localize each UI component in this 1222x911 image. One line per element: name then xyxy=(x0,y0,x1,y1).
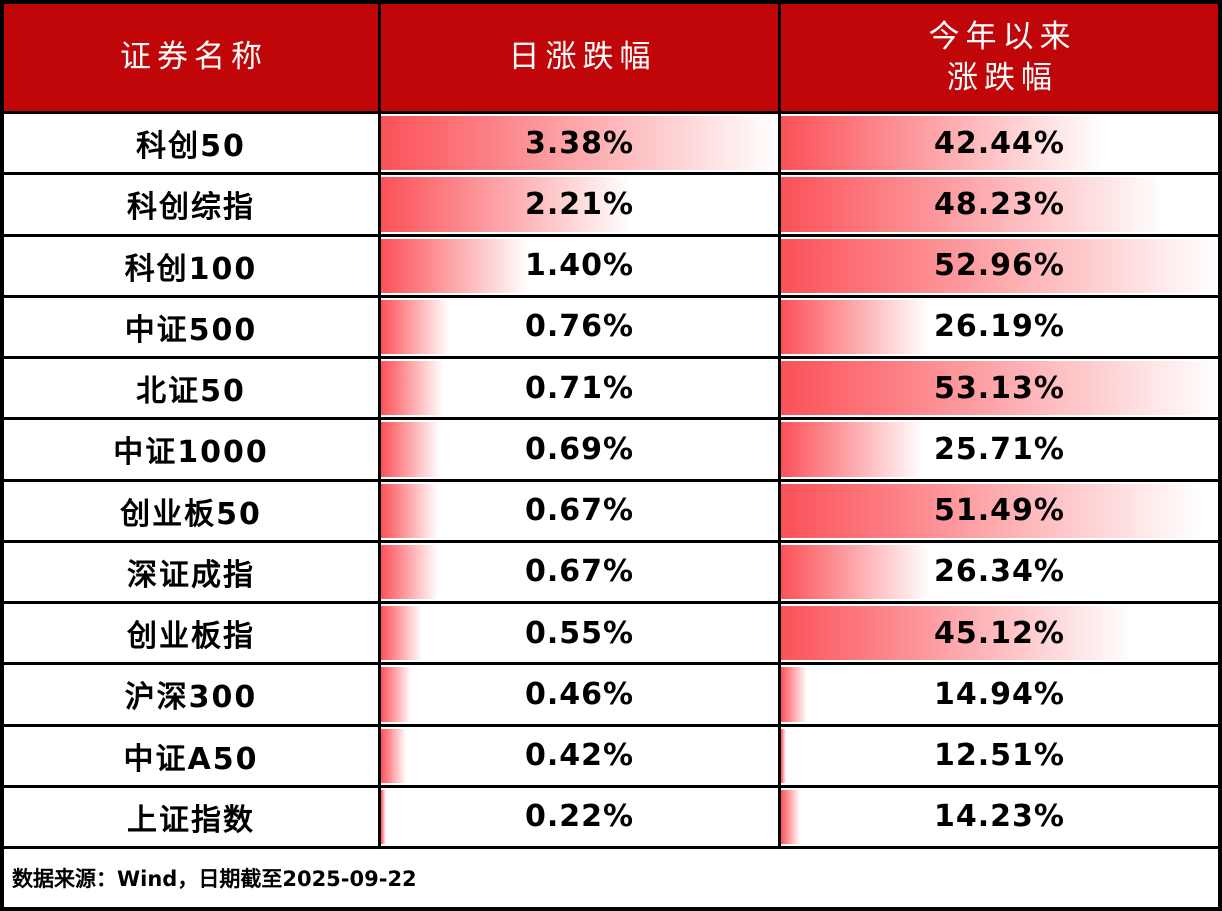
ytd-change-cell: 53.13% xyxy=(781,359,1218,418)
daily-change-cell: 2.21% xyxy=(381,175,778,234)
ytd-change-bar xyxy=(781,544,930,599)
daily-change-bar xyxy=(381,299,449,354)
header-ytd-line1: 今年以来 xyxy=(928,19,1077,56)
ytd-change-cell: 26.19% xyxy=(781,297,1218,356)
ytd-change-bar xyxy=(781,728,787,783)
ytd-change-value: 25.71% xyxy=(934,431,1065,467)
ytd-change-value: 42.44% xyxy=(934,125,1065,161)
security-name-cell: 创业板50 xyxy=(4,481,378,540)
ytd-change-cell: 25.71% xyxy=(781,420,1218,479)
daily-change-bar xyxy=(381,238,530,293)
data-source-note: 数据来源：Wind，日期截至2025-09-22 xyxy=(4,849,1218,907)
daily-change-cell: 0.71% xyxy=(381,359,778,418)
daily-change-value: 0.55% xyxy=(524,615,635,651)
ytd-change-cell: 42.44% xyxy=(781,114,1218,173)
daily-change-value: 3.38% xyxy=(524,125,635,161)
header-security-name: 证券名称 xyxy=(4,4,378,111)
ytd-change-bar xyxy=(781,789,800,844)
security-name-cell: 科创100 xyxy=(4,236,378,295)
ytd-change-bar xyxy=(781,299,929,354)
daily-change-value: 0.76% xyxy=(524,309,635,345)
daily-change-cell: 1.40% xyxy=(381,236,778,295)
security-name-cell: 上证指数 xyxy=(4,787,378,846)
daily-change-value: 1.40% xyxy=(524,248,635,284)
daily-change-bar xyxy=(381,116,778,171)
daily-change-bar xyxy=(381,728,407,783)
security-name-cell: 沪深300 xyxy=(4,665,378,724)
ytd-change-bar xyxy=(781,177,1166,232)
ytd-change-cell: 26.34% xyxy=(781,542,1218,601)
ytd-change-bar xyxy=(781,483,1201,538)
ytd-change-value: 45.12% xyxy=(934,615,1065,651)
ytd-change-value: 53.13% xyxy=(934,370,1065,406)
ytd-change-value: 51.49% xyxy=(934,493,1065,529)
daily-change-bar xyxy=(381,361,443,416)
daily-change-bar xyxy=(381,606,423,661)
daily-change-value: 0.46% xyxy=(524,676,635,712)
ytd-change-cell: 14.23% xyxy=(781,787,1218,846)
daily-change-cell: 0.67% xyxy=(381,542,778,601)
daily-change-cell: 0.55% xyxy=(381,604,778,663)
daily-change-value: 0.22% xyxy=(524,799,635,835)
ytd-change-value: 14.94% xyxy=(934,676,1065,712)
ytd-change-value: 26.34% xyxy=(934,554,1065,590)
security-name-cell: 中证A50 xyxy=(4,726,378,785)
ytd-change-bar xyxy=(781,667,808,722)
header-security-name-label: 证券名称 xyxy=(120,39,268,76)
daily-change-bar xyxy=(381,422,441,477)
security-name-cell: 北证50 xyxy=(4,359,378,418)
header-ytd-change: 今年以来 涨跌幅 xyxy=(781,4,1218,111)
daily-change-value: 0.71% xyxy=(524,370,635,406)
daily-change-value: 0.42% xyxy=(524,738,635,774)
security-name-cell: 科创50 xyxy=(4,114,378,173)
security-name-cell: 中证500 xyxy=(4,297,378,356)
daily-change-cell: 0.76% xyxy=(381,297,778,356)
ytd-change-cell: 45.12% xyxy=(781,604,1218,663)
security-name-cell: 中证1000 xyxy=(4,420,378,479)
daily-change-value: 0.69% xyxy=(524,431,635,467)
daily-change-value: 0.67% xyxy=(524,554,635,590)
daily-change-bar xyxy=(381,544,438,599)
daily-change-value: 0.67% xyxy=(524,493,635,529)
ytd-change-cell: 51.49% xyxy=(781,481,1218,540)
ytd-change-value: 48.23% xyxy=(934,186,1065,222)
ytd-change-value: 14.23% xyxy=(934,799,1065,835)
ytd-change-bar xyxy=(781,116,1103,171)
ytd-change-bar xyxy=(781,238,1217,293)
daily-change-cell: 0.22% xyxy=(381,787,778,846)
security-name-cell: 科创综指 xyxy=(4,175,378,234)
header-daily-change-label: 日涨跌幅 xyxy=(508,39,657,76)
ytd-change-cell: 48.23% xyxy=(781,175,1218,234)
daily-change-bar xyxy=(381,789,386,844)
daily-change-bar xyxy=(381,483,438,538)
ytd-change-cell: 12.51% xyxy=(781,726,1218,785)
ytd-change-bar xyxy=(781,361,1218,416)
ytd-change-cell: 52.96% xyxy=(781,236,1218,295)
daily-change-cell: 0.42% xyxy=(381,726,778,785)
daily-change-cell: 0.67% xyxy=(381,481,778,540)
ytd-change-bar xyxy=(781,606,1132,661)
daily-change-value: 2.21% xyxy=(524,186,635,222)
header-daily-change: 日涨跌幅 xyxy=(381,4,778,111)
daily-change-cell: 0.69% xyxy=(381,420,778,479)
security-name-cell: 创业板指 xyxy=(4,604,378,663)
daily-change-bar xyxy=(381,667,412,722)
daily-change-cell: 0.46% xyxy=(381,665,778,724)
ytd-change-cell: 14.94% xyxy=(781,665,1218,724)
daily-change-bar xyxy=(381,177,631,232)
ytd-change-bar xyxy=(781,422,923,477)
header-ytd-line2: 涨跌幅 xyxy=(947,59,1058,96)
ytd-change-value: 12.51% xyxy=(934,738,1065,774)
daily-change-cell: 3.38% xyxy=(381,114,778,173)
security-name-cell: 深证成指 xyxy=(4,542,378,601)
ytd-change-value: 26.19% xyxy=(934,309,1065,345)
ytd-change-value: 52.96% xyxy=(934,248,1065,284)
